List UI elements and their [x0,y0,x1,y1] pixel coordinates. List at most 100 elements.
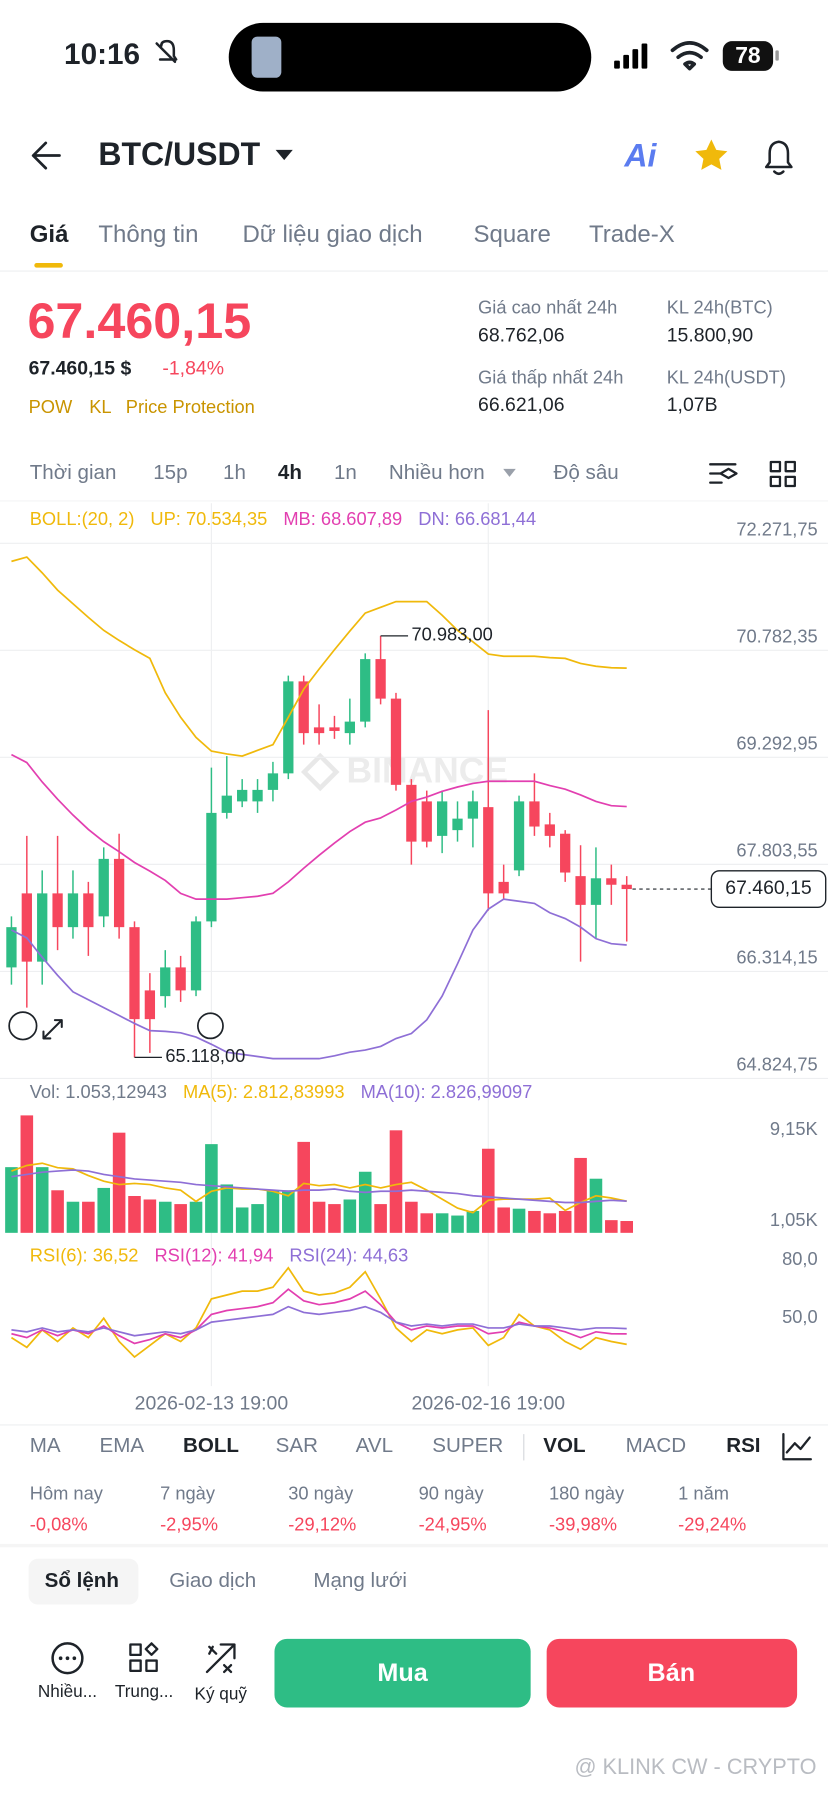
book-tab[interactable]: Mạng lưới [313,1569,407,1592]
tag[interactable]: POW [29,396,73,417]
sell-label[interactable]: Bán [648,1659,696,1687]
last-price: 67.460,15 [27,292,251,349]
action-label[interactable]: Ký quỹ [195,1683,248,1703]
favorite-star[interactable] [695,139,728,170]
interval[interactable]: Nhiều hơn [389,461,485,484]
candle-body [175,967,186,991]
ai-button[interactable]: Ai [623,137,657,173]
candle-body [436,801,448,836]
tab[interactable]: Trade-X [589,221,675,248]
dynamic-island [228,22,592,92]
indicator-line [11,1169,627,1204]
indicator[interactable]: VOL [543,1434,585,1457]
sell-button[interactable] [546,1638,798,1708]
candle-body [575,876,586,905]
battery-level: 78 [735,42,761,68]
volume-bar [51,1190,64,1233]
stat-value: 1,07B [667,394,718,416]
volume-bar [143,1199,157,1233]
y-tick-label: 72.271,75 [736,519,817,540]
perf-value: -29,24% [678,1513,746,1534]
volume-bar [128,1196,141,1233]
perf-label: 90 ngày [419,1483,485,1504]
interval[interactable]: 15p [153,461,187,484]
buy-label[interactable]: Mua [377,1659,428,1687]
pair-title[interactable]: BTC/USDT [98,136,260,172]
action-label[interactable]: Nhiều... [38,1681,97,1701]
tab[interactable]: Thông tin [98,221,198,248]
candle-body [360,659,371,722]
indicator[interactable]: EMA [100,1434,145,1457]
candle-body [329,727,340,731]
tab[interactable]: Square [473,221,550,248]
y-tick-label: 67.803,55 [736,840,817,861]
candle-body [344,721,355,734]
candle-body [98,858,109,917]
interval[interactable]: 4h [278,461,302,484]
candle-body [52,893,63,928]
indicator[interactable]: MACD [626,1434,687,1457]
pair-caret[interactable] [275,149,293,161]
legend-entry: Vol: 1.053,12943 [30,1081,167,1102]
volume-bar [205,1144,218,1233]
buy-button[interactable] [274,1638,531,1708]
volume-bar [328,1204,341,1233]
indicator[interactable]: SAR [276,1434,318,1457]
indicator[interactable]: SUPER [432,1434,503,1457]
chart-settings[interactable] [709,463,738,484]
interval[interactable]: Thời gian [30,461,117,484]
indicator[interactable]: AVL [356,1434,393,1457]
dot [58,1656,63,1661]
legend-entry: DN: 66.681,44 [418,508,536,529]
indicator-settings[interactable] [782,1432,812,1461]
action-label[interactable]: Trung... [115,1681,173,1701]
stat-value: 68.762,06 [478,324,564,346]
interval[interactable]: Độ sâu [554,461,619,484]
indicator[interactable]: BOLL [183,1434,239,1457]
book-tab[interactable]: Giao dịch [169,1569,256,1592]
candle-body [237,789,248,802]
volume-bar [512,1208,526,1233]
legend-entry: MA(10): 2.826,99097 [361,1081,533,1102]
chart-tool[interactable] [196,1012,224,1040]
back-button[interactable] [31,141,61,170]
indicator[interactable]: MA [30,1434,61,1457]
indicator[interactable]: RSI [726,1434,760,1457]
perf-value: -24,95% [419,1513,487,1534]
volume-bar [35,1167,49,1233]
chart-watermark: BINANCE [347,750,508,790]
interval-caret[interactable] [503,468,516,477]
perf-value: -29,12% [288,1513,356,1534]
more-icon[interactable] [51,1642,84,1675]
dot [72,1656,77,1661]
volume-bar [174,1204,187,1233]
stat-label: Giá cao nhất 24h [478,297,617,318]
layout-toggle[interactable] [769,460,796,488]
candle-body [113,858,125,928]
volume-bar [451,1215,464,1233]
volume-bar [497,1207,510,1233]
margin-icon[interactable] [205,1643,236,1674]
center-icon[interactable] [129,1642,159,1672]
interval[interactable]: 1n [334,461,357,484]
expand-icon[interactable] [42,1019,63,1040]
volume-bar [282,1190,295,1233]
price-change: -1,84% [162,358,224,380]
tag[interactable]: Price Protection [126,396,255,417]
x-tick-label: 2026-02-16 19:00 [412,1393,566,1415]
indicator-line [11,1305,627,1337]
volume-bar [405,1201,418,1233]
tab[interactable]: Dữ liệu giao dịch [242,221,422,248]
tab[interactable]: Giá [30,221,69,248]
volume-bar [589,1178,603,1233]
book-tab[interactable]: Sổ lệnh [45,1569,119,1592]
chart-tool[interactable] [8,1011,38,1041]
volume-bar [5,1167,18,1233]
alert-bell[interactable] [764,140,793,176]
candle-body [406,784,417,842]
volume-bar [543,1213,557,1233]
tag[interactable]: KL [89,396,111,417]
stat-value: 66.621,06 [478,394,564,416]
interval[interactable]: 1h [223,461,246,484]
